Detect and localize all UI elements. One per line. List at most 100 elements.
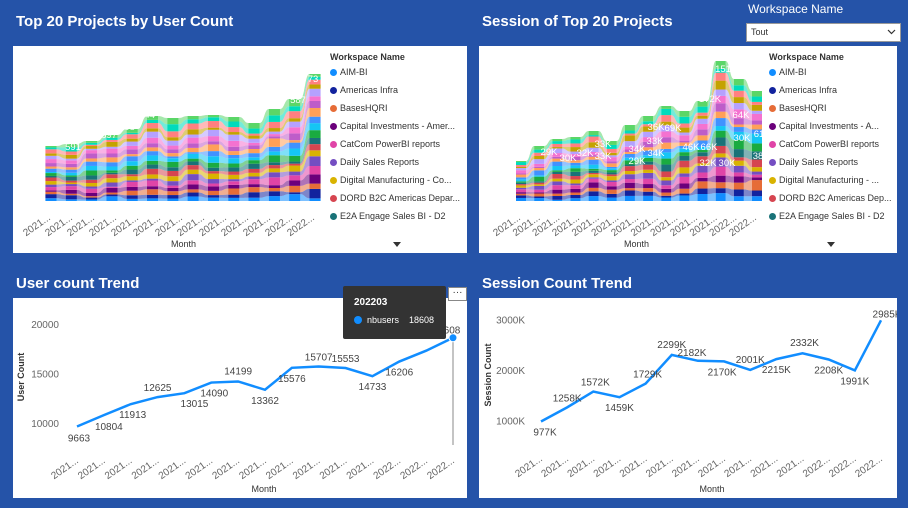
ribbon-segment[interactable] bbox=[588, 168, 599, 171]
ribbon-segment[interactable] bbox=[268, 134, 280, 137]
ribbon-segment[interactable] bbox=[65, 144, 77, 148]
ribbon-segment[interactable] bbox=[309, 74, 321, 77]
ribbon-segment[interactable] bbox=[697, 149, 708, 153]
ribbon-segment[interactable] bbox=[187, 137, 199, 144]
ribbon-segment[interactable] bbox=[248, 149, 260, 154]
ribbon-segment[interactable] bbox=[268, 115, 280, 122]
ribbon-segment[interactable] bbox=[146, 147, 159, 152]
ribbon-segment[interactable] bbox=[697, 152, 708, 157]
ribbon-segment[interactable] bbox=[643, 131, 654, 138]
ribbon-segment[interactable] bbox=[570, 183, 581, 186]
ribbon-segment[interactable] bbox=[268, 185, 280, 188]
ribbon-segment[interactable] bbox=[228, 132, 240, 135]
ribbon-segment[interactable] bbox=[268, 146, 280, 152]
ribbon-segment[interactable] bbox=[752, 110, 762, 114]
ribbon-segment[interactable] bbox=[146, 116, 159, 120]
ribbon-segment[interactable] bbox=[733, 149, 744, 158]
ribbon-segment[interactable] bbox=[516, 161, 526, 163]
ribbon-segment[interactable] bbox=[126, 156, 138, 162]
ribbon-segment[interactable] bbox=[309, 116, 321, 124]
ribbon-segment[interactable] bbox=[187, 165, 199, 170]
ribbon-segment[interactable] bbox=[228, 194, 240, 198]
ribbon-segment[interactable] bbox=[733, 103, 744, 110]
ribbon-segment[interactable] bbox=[643, 164, 654, 170]
ribbon-segment[interactable] bbox=[45, 190, 57, 192]
ribbon-segment[interactable] bbox=[228, 163, 240, 168]
ribbon-segment[interactable] bbox=[624, 164, 635, 167]
ribbon-segment[interactable] bbox=[606, 193, 617, 198]
ribbon-segment[interactable] bbox=[534, 198, 545, 201]
ribbon-segment[interactable] bbox=[207, 136, 220, 142]
ribbon-segment[interactable] bbox=[248, 184, 260, 188]
ribbon-segment[interactable] bbox=[715, 118, 726, 127]
ribbon-segment[interactable] bbox=[45, 168, 57, 172]
ribbon-segment[interactable] bbox=[516, 174, 526, 178]
ribbon-segment[interactable] bbox=[733, 189, 744, 197]
ribbon-segment[interactable] bbox=[552, 156, 563, 159]
ribbon-segment[interactable] bbox=[752, 190, 762, 197]
ribbon-segment[interactable] bbox=[167, 161, 179, 168]
ribbon-segment[interactable] bbox=[86, 146, 98, 149]
ribbon-segment[interactable] bbox=[516, 179, 526, 182]
ribbon-segment[interactable] bbox=[86, 186, 98, 189]
ribbon-segment[interactable] bbox=[588, 155, 599, 157]
ribbon-segment[interactable] bbox=[106, 174, 118, 179]
ribbon-segment[interactable] bbox=[606, 168, 617, 171]
ribbon-segment[interactable] bbox=[552, 173, 563, 179]
ribbon-segment[interactable] bbox=[45, 191, 57, 195]
legend-item[interactable]: Digital Manufacturing - ... bbox=[769, 175, 879, 185]
ribbon-segment[interactable] bbox=[309, 107, 321, 117]
ribbon-segment[interactable] bbox=[146, 168, 159, 175]
ribbon-segment[interactable] bbox=[534, 149, 545, 153]
ribbon-segment[interactable] bbox=[606, 197, 617, 201]
ribbon-segment[interactable] bbox=[167, 145, 179, 150]
ribbon-segment[interactable] bbox=[228, 197, 240, 201]
ribbon-segment[interactable] bbox=[248, 138, 260, 143]
ribbon-segment[interactable] bbox=[65, 160, 77, 164]
ribbon-segment[interactable] bbox=[309, 79, 321, 85]
ribbon-segment[interactable] bbox=[146, 194, 159, 199]
ribbon-segment[interactable] bbox=[65, 158, 77, 161]
ribbon-segment[interactable] bbox=[588, 196, 599, 201]
ribbon-segment[interactable] bbox=[715, 89, 726, 96]
ribbon-segment[interactable] bbox=[248, 135, 260, 139]
ribbon-segment[interactable] bbox=[752, 167, 762, 172]
ribbon-segment[interactable] bbox=[643, 150, 654, 156]
ribbon-segment[interactable] bbox=[534, 181, 545, 183]
ribbon-segment[interactable] bbox=[661, 142, 672, 149]
ribbon-segment[interactable] bbox=[606, 161, 617, 164]
ribbon-segment[interactable] bbox=[167, 191, 179, 196]
ribbon-segment[interactable] bbox=[624, 149, 635, 152]
ribbon-segment[interactable] bbox=[733, 131, 744, 140]
ribbon-segment[interactable] bbox=[268, 151, 280, 156]
ribbon-segment[interactable] bbox=[643, 147, 654, 151]
ribbon-segment[interactable] bbox=[606, 181, 617, 187]
ribbon-segment[interactable] bbox=[45, 173, 57, 176]
ribbon-segment[interactable] bbox=[207, 190, 220, 196]
ribbon-segment[interactable] bbox=[643, 155, 654, 158]
legend-item[interactable]: Daily Sales Reports bbox=[769, 157, 858, 167]
ribbon-segment[interactable] bbox=[309, 166, 321, 175]
ribbon-segment[interactable] bbox=[268, 155, 280, 163]
ribbon-segment[interactable] bbox=[146, 178, 159, 181]
ribbon-segment[interactable] bbox=[86, 142, 98, 145]
legend-item[interactable]: Digital Manufacturing - Co... bbox=[330, 175, 452, 185]
ribbon-segment[interactable] bbox=[534, 184, 545, 186]
ribbon-segment[interactable] bbox=[207, 186, 220, 191]
ribbon-segment[interactable] bbox=[588, 191, 599, 197]
ribbon-segment[interactable] bbox=[146, 186, 159, 190]
ribbon-segment[interactable] bbox=[268, 191, 280, 197]
ribbon-segment[interactable] bbox=[146, 174, 159, 179]
ribbon-segment[interactable] bbox=[289, 142, 301, 149]
ribbon-segment[interactable] bbox=[752, 174, 762, 178]
ribbon-segment[interactable] bbox=[309, 100, 321, 108]
ribbon-segment[interactable] bbox=[516, 182, 526, 185]
ribbon-segment[interactable] bbox=[661, 108, 672, 116]
ribbon-segment[interactable] bbox=[534, 152, 545, 156]
ribbon-segment[interactable] bbox=[752, 143, 762, 152]
ribbon-segment[interactable] bbox=[309, 156, 321, 167]
ribbon-segment[interactable] bbox=[106, 166, 118, 171]
ribbon-segment[interactable] bbox=[570, 154, 581, 157]
ribbon-segment[interactable] bbox=[207, 117, 220, 122]
ribbon-segment[interactable] bbox=[289, 121, 301, 128]
